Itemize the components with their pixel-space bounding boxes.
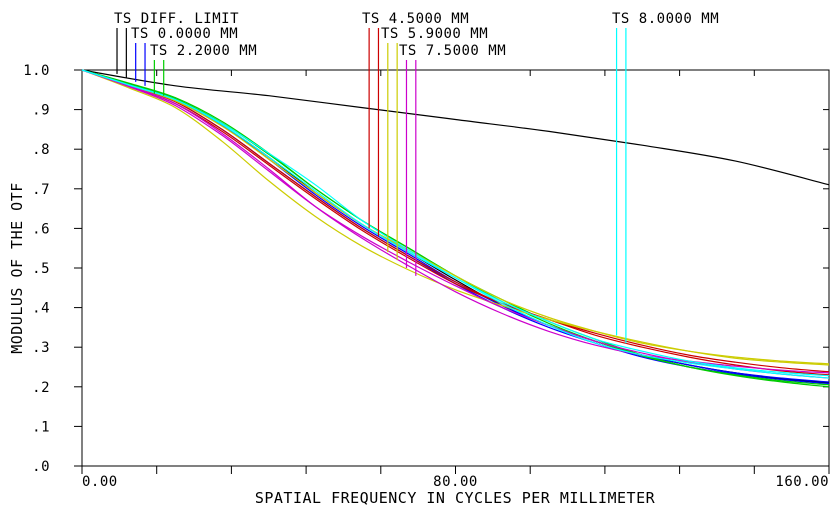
legend-label: TS DIFF. LIMIT (114, 11, 239, 27)
series-layer (81, 69, 830, 388)
legend-label: TS 4.5000 MM (362, 11, 469, 27)
series-line-7 (81, 69, 830, 373)
y-tick-label: .0 (32, 459, 50, 475)
series-line-6 (81, 69, 830, 376)
series-line-9 (81, 69, 830, 365)
x-axis-title: SPATIAL FREQUENCY IN CYCLES PER MILLIMET… (255, 489, 656, 507)
series-line-0 (81, 69, 830, 186)
y-tick-label: .8 (32, 142, 50, 158)
series-line-13 (81, 69, 830, 377)
legend-label: TS 0.0000 MM (131, 26, 238, 42)
legend-label: TS 5.9000 MM (381, 26, 488, 42)
x-axis: 0.00 80.00 160.00 (81, 70, 830, 490)
legend-label: TS 7.5000 MM (399, 43, 506, 59)
y-axis-title: MODULUS OF THE OTF (8, 182, 26, 354)
y-tick-label: .1 (32, 419, 50, 435)
legend-label: TS 2.2000 MM (150, 43, 257, 59)
y-tick-label: .2 (32, 380, 50, 396)
y-tick-label: .7 (32, 182, 50, 198)
y-axis: 1.0 .9 .8 .7 .6 .5 .4 .3 .2 .1 .0 (23, 63, 829, 475)
series-line-11 (81, 69, 830, 379)
y-tick-label: .5 (32, 261, 50, 277)
y-tick-label: .6 (32, 221, 50, 237)
x-tick-label: 0.00 (82, 474, 118, 490)
x-tick-label: 160.00 (775, 474, 829, 490)
y-tick-label: .3 (32, 340, 50, 356)
plot-frame (81, 69, 830, 467)
y-tick-label: 1.0 (23, 63, 50, 79)
y-tick-label: .4 (32, 301, 50, 317)
x-tick-label: 80.00 (433, 474, 478, 490)
y-tick-label: .9 (32, 103, 50, 119)
series-line-10 (81, 69, 830, 374)
series-line-4 (81, 69, 830, 388)
legend-label: TS 8.0000 MM (612, 11, 719, 27)
